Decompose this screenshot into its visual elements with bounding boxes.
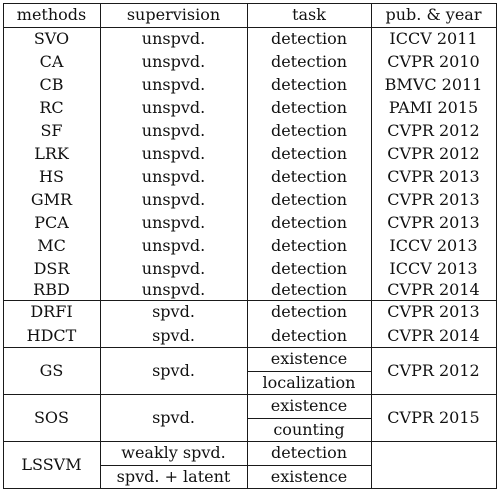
column-rule <box>371 3 372 489</box>
pub-year-cell: CVPR 2015 <box>387 407 480 427</box>
task-cell: detection <box>270 235 348 255</box>
pub-year-cell: CVPR 2010 <box>387 51 480 71</box>
method-cell: DSR <box>33 258 70 278</box>
column-rule <box>247 3 248 489</box>
header-pub-year: pub. & year <box>385 5 482 24</box>
task-cell: detection <box>270 166 348 186</box>
table-border <box>3 3 497 4</box>
pub-year-cell: CVPR 2013 <box>387 212 480 232</box>
supervision-cell: spvd. <box>152 407 195 427</box>
task-cell: counting <box>273 419 345 439</box>
task-cell: detection <box>270 280 348 299</box>
task-cell: localization <box>262 372 356 392</box>
group-rule <box>3 300 497 301</box>
supervision-cell: unspvd. <box>141 97 206 117</box>
supervision-cell: spvd. <box>152 325 195 345</box>
supervision-cell: unspvd. <box>141 258 206 278</box>
pub-year-cell: ICCV 2011 <box>389 28 478 48</box>
task-cell: detection <box>270 325 348 345</box>
task-cell: detection <box>270 143 348 163</box>
pub-year-cell: PAMI 2015 <box>388 97 479 117</box>
supervision-cell: unspvd. <box>141 189 206 209</box>
method-cell: LSSVM <box>21 454 82 474</box>
method-cell: RC <box>39 97 64 117</box>
task-cell: detection <box>270 212 348 232</box>
method-cell: MC <box>37 235 66 255</box>
pub-year-cell: CVPR 2013 <box>387 189 480 209</box>
method-cell: DRFI <box>30 302 73 321</box>
method-cell: PCA <box>34 212 69 232</box>
supervision-cell: unspvd. <box>141 166 206 186</box>
pub-year-cell: CVPR 2012 <box>387 143 480 163</box>
group-rule <box>3 441 497 442</box>
method-cell: GS <box>39 360 64 380</box>
column-rule <box>100 3 101 489</box>
method-cell: CB <box>39 74 64 94</box>
supervision-cell: unspvd. <box>141 51 206 71</box>
pub-year-cell: CVPR 2013 <box>387 166 480 186</box>
task-cell: existence <box>270 396 348 415</box>
method-cell: SVO <box>33 28 70 48</box>
method-cell: HDCT <box>26 325 77 345</box>
supervision-cell: unspvd. <box>141 235 206 255</box>
supervision-cell: unspvd. <box>141 28 206 48</box>
task-cell: detection <box>270 74 348 94</box>
header-supervision: supervision <box>126 5 221 24</box>
supervision-cell: unspvd. <box>141 74 206 94</box>
row-rule <box>247 371 372 372</box>
supervision-cell: spvd. <box>152 302 195 321</box>
row-rule <box>100 465 372 466</box>
table-border <box>3 488 497 489</box>
group-rule <box>3 347 497 348</box>
supervision-cell: unspvd. <box>141 212 206 232</box>
pub-year-cell: CVPR 2014 <box>387 325 480 345</box>
method-cell: CA <box>39 51 64 71</box>
pub-year-cell: CVPR 2013 <box>387 302 480 321</box>
pub-year-cell <box>371 441 496 488</box>
supervision-cell: spvd. <box>152 360 195 380</box>
pub-year-cell: CVPR 2014 <box>387 280 480 299</box>
supervision-cell: unspvd. <box>141 120 206 140</box>
header-methods: methods <box>16 5 87 24</box>
task-cell: detection <box>270 97 348 117</box>
method-cell: RBD <box>33 280 70 299</box>
supervision-cell: weakly spvd. <box>121 443 226 462</box>
supervision-cell: spvd. + latent <box>116 466 231 486</box>
supervision-cell: unspvd. <box>141 143 206 163</box>
task-cell: detection <box>270 189 348 209</box>
method-cell: LRK <box>34 143 69 163</box>
pub-year-cell: ICCV 2013 <box>389 258 478 278</box>
supervision-cell: unspvd. <box>141 280 206 299</box>
header-rule <box>3 27 497 28</box>
task-cell: detection <box>270 302 348 321</box>
task-cell: existence <box>270 349 348 368</box>
task-cell: detection <box>270 120 348 140</box>
row-rule <box>247 418 372 419</box>
pub-year-cell: BMVC 2011 <box>384 74 483 94</box>
pub-year-cell: CVPR 2012 <box>387 120 480 140</box>
method-cell: SF <box>40 120 63 140</box>
method-cell: SOS <box>33 407 70 427</box>
task-cell: detection <box>270 51 348 71</box>
group-rule <box>3 394 497 395</box>
method-cell: HS <box>39 166 64 186</box>
method-cell: GMR <box>30 189 73 209</box>
pub-year-cell: ICCV 2013 <box>389 235 478 255</box>
header-task: task <box>292 5 326 24</box>
task-cell: detection <box>270 443 348 462</box>
table-border <box>3 3 4 489</box>
table-border <box>496 3 497 489</box>
task-cell: existence <box>270 466 348 486</box>
pub-year-cell: CVPR 2012 <box>387 360 480 380</box>
task-cell: detection <box>270 258 348 278</box>
task-cell: detection <box>270 28 348 48</box>
